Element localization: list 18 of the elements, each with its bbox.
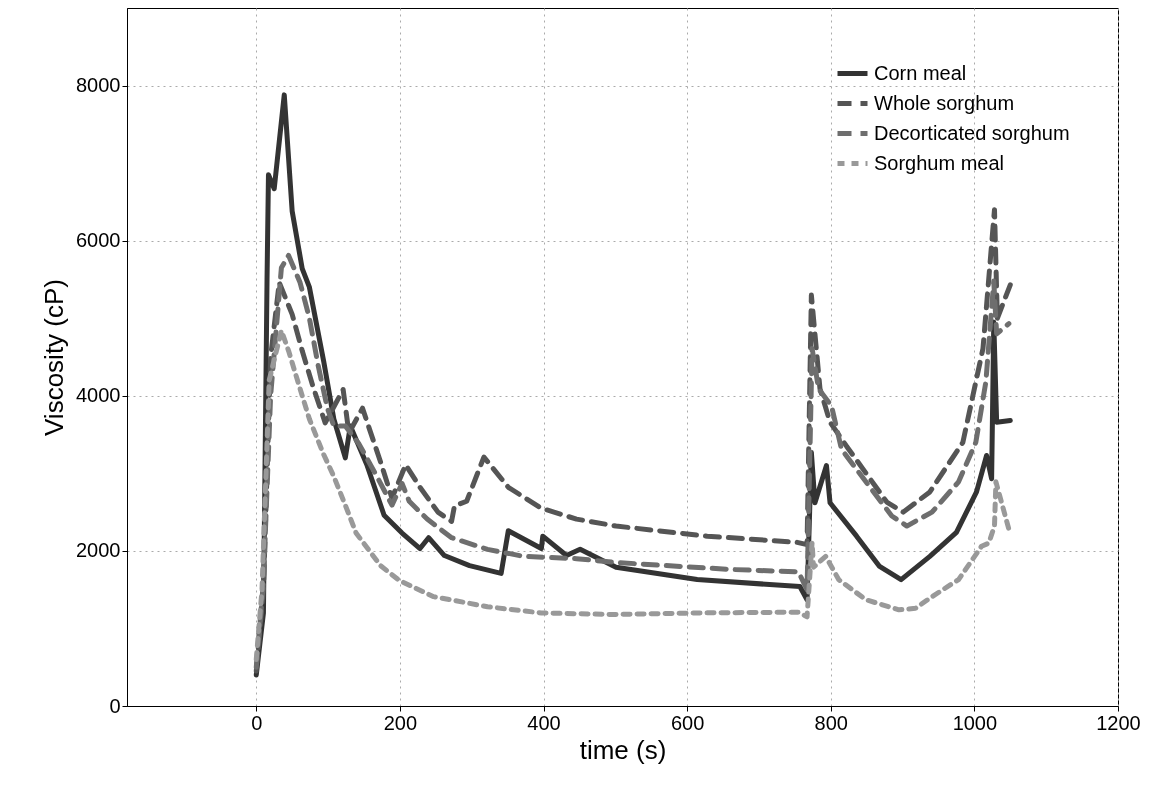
y-tick-label: 6000	[76, 229, 121, 252]
y-tick-label: 8000	[76, 74, 121, 97]
y-axis-title: Viscosity (cP)	[39, 279, 70, 436]
legend-label: Whole sorghum	[874, 91, 1015, 114]
y-tick-label: 2000	[76, 539, 121, 562]
x-tick-label: 600	[670, 711, 705, 734]
legend-label: Corn meal	[874, 61, 967, 84]
x-tick-label: 1000	[952, 711, 998, 734]
x-tick-label: 400	[527, 711, 561, 734]
y-tick-label: 0	[109, 694, 121, 717]
x-axis-title: time (s)	[579, 734, 667, 765]
x-tick-label: 0	[251, 711, 263, 734]
x-tick-label: 200	[383, 711, 418, 734]
y-tick-label: 4000	[76, 384, 121, 407]
legend-label: Decorticated sorghum	[874, 121, 1070, 144]
x-tick-label: 800	[814, 711, 848, 734]
x-tick-label: 1200	[1096, 711, 1141, 734]
legend-label: Sorghum meal	[874, 151, 1005, 174]
